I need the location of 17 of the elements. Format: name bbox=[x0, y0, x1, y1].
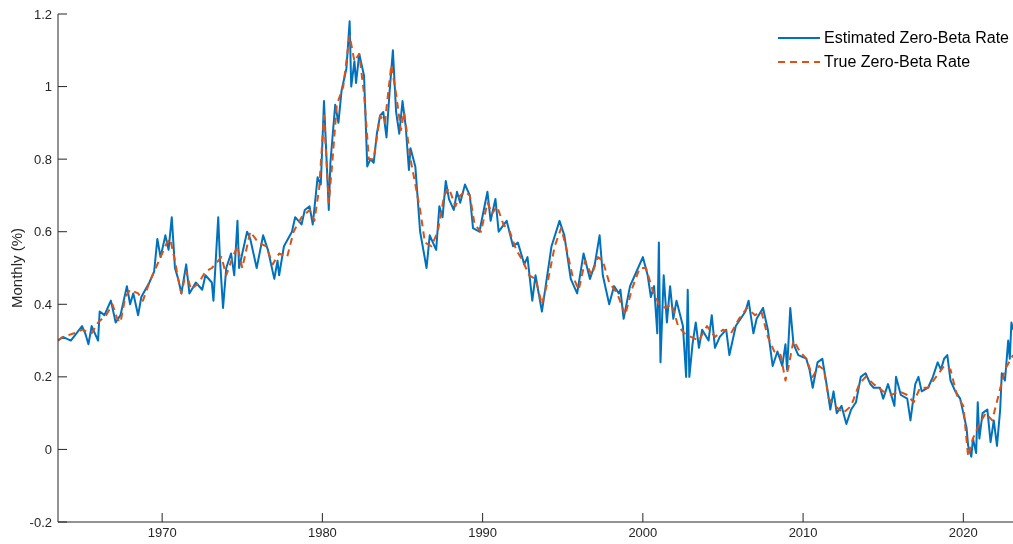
y-tick-label: -0.2 bbox=[29, 514, 52, 530]
y-tick-label: 1 bbox=[44, 79, 52, 95]
y-tick-label: 0.8 bbox=[33, 151, 52, 167]
y-axis-title: Monthly (%) bbox=[7, 227, 25, 309]
y-tick-label: 1.2 bbox=[33, 6, 52, 22]
y-tick-label: 0.2 bbox=[33, 369, 52, 385]
x-tick-label: 2000 bbox=[628, 525, 658, 541]
legend-label: Estimated Zero-Beta Rate bbox=[824, 29, 1009, 47]
x-tick-label: 1980 bbox=[307, 525, 337, 541]
legend-label: True Zero-Beta Rate bbox=[824, 53, 971, 71]
y-tick-label: 0 bbox=[44, 442, 52, 458]
x-tick-label: 2010 bbox=[788, 525, 818, 541]
x-tick-label: 1970 bbox=[147, 525, 177, 541]
x-tick-label: 2020 bbox=[948, 525, 978, 541]
y-tick-label: 0.6 bbox=[33, 224, 52, 240]
y-tick-label: 0.4 bbox=[33, 296, 52, 312]
x-tick-label: 1990 bbox=[468, 525, 498, 541]
